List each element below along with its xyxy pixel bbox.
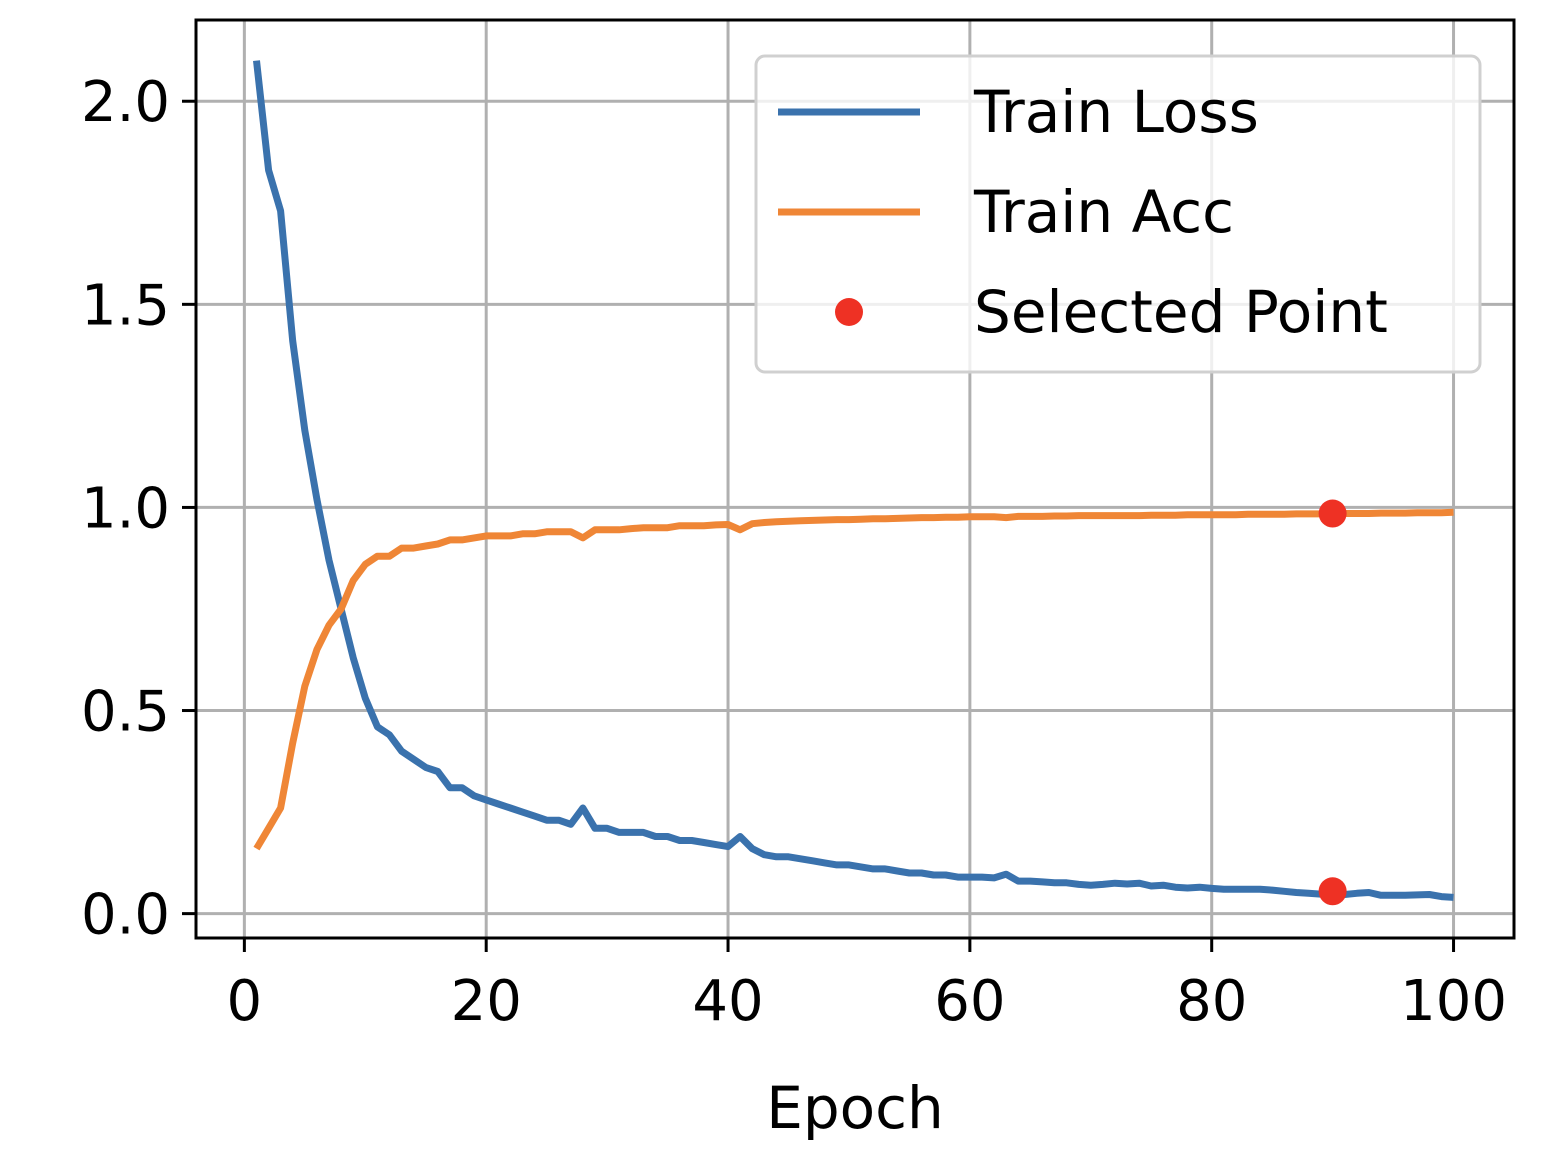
train-loss-line	[253, 60, 1454, 901]
plot-frame	[194, 18, 1516, 940]
x-tick-label: 20	[451, 969, 522, 1034]
x-tick-label: 40	[692, 969, 763, 1034]
x-tick-label: 60	[934, 969, 1005, 1034]
legend-label: Selected Point	[974, 278, 1388, 346]
selected-point-marker	[1318, 877, 1347, 906]
legend-marker	[835, 298, 863, 326]
x-tick-label: 0	[227, 969, 263, 1034]
legend-box	[754, 54, 1482, 374]
x-axis-label: Epoch	[766, 1074, 944, 1142]
x-tick-label: 80	[1176, 969, 1247, 1034]
legend: Train Loss Train Acc Selected Point	[754, 54, 1482, 374]
train-acc-line	[253, 508, 1454, 851]
y-tick-label: 1.5	[81, 273, 170, 338]
legend-label: Train Loss	[973, 78, 1259, 146]
selected-point-marker	[1318, 499, 1347, 528]
legend-label: Train Acc	[973, 178, 1234, 246]
y-tick-label: 2.0	[81, 70, 170, 135]
y-tick-label: 0.0	[81, 883, 170, 948]
tick-layer: 0 20 40 60 80 100 0.0 0.5 1.0 1.5 2.0	[81, 70, 1507, 1034]
series-layer	[253, 60, 1454, 906]
y-tick-label: 0.5	[81, 680, 170, 745]
y-tick-label: 1.0	[81, 476, 170, 541]
x-tick-label: 100	[1400, 969, 1507, 1034]
